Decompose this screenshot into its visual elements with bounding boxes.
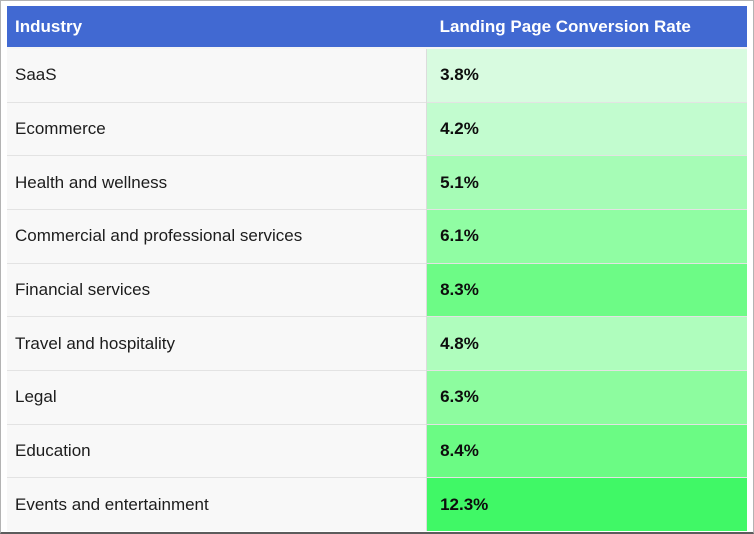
industry-cell: Events and entertainment (7, 477, 427, 531)
table-header: Industry Landing Page Conversion Rate (7, 6, 747, 49)
industry-cell: Legal (7, 369, 427, 425)
conversion-rate-table: Industry Landing Page Conversion Rate Sa… (7, 6, 747, 531)
rate-cell: 5.1% (426, 155, 747, 210)
industry-cell: Ecommerce (7, 101, 427, 156)
table-row: Health and wellness 5.1% (7, 155, 747, 210)
table-row: Events and entertainment 12.3% (7, 477, 747, 531)
table-row: Education 8.4% (7, 423, 747, 478)
header-conversion-rate: Landing Page Conversion Rate (426, 6, 747, 49)
table-row: Financial services 8.3% (7, 262, 747, 317)
table-row: Travel and hospitality 4.8% (7, 316, 747, 371)
table-body: SaaS 3.8% Ecommerce 4.2% Health and well… (7, 47, 747, 531)
industry-cell: Travel and hospitality (7, 316, 427, 371)
industry-cell: SaaS (7, 47, 427, 103)
rate-cell: 3.8% (426, 47, 747, 103)
rate-cell: 8.4% (426, 423, 747, 478)
industry-cell: Commercial and professional services (7, 208, 427, 264)
industry-cell: Health and wellness (7, 155, 427, 210)
table-row: Commercial and professional services 6.1… (7, 208, 747, 264)
rate-cell: 6.3% (426, 369, 747, 425)
table-row: Legal 6.3% (7, 369, 747, 425)
table-row: SaaS 3.8% (7, 47, 747, 103)
rate-cell: 4.8% (426, 316, 747, 371)
header-industry: Industry (7, 6, 427, 49)
rate-cell: 8.3% (426, 262, 747, 317)
industry-cell: Financial services (7, 262, 427, 317)
rate-cell: 4.2% (426, 101, 747, 156)
industry-cell: Education (7, 423, 427, 478)
header-row: Industry Landing Page Conversion Rate (7, 6, 747, 49)
rate-cell: 6.1% (426, 208, 747, 264)
rate-cell: 12.3% (426, 477, 747, 531)
table-row: Ecommerce 4.2% (7, 101, 747, 156)
